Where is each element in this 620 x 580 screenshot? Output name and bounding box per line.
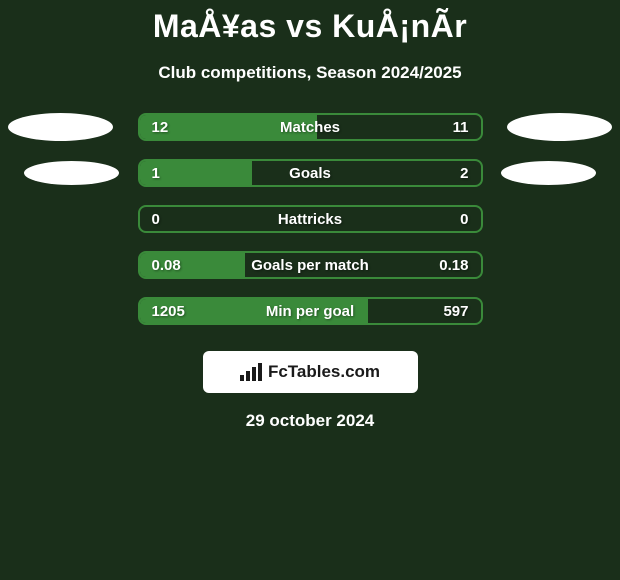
stat-right-goals: 2 xyxy=(460,165,468,182)
logo-content: FcTables.com xyxy=(240,362,380,382)
stat-row-goals: 1 Goals 2 xyxy=(0,159,620,187)
stat-left-goals: 1 xyxy=(152,165,160,182)
ellipse-right-matches xyxy=(507,113,612,141)
stat-label-mpg: Min per goal xyxy=(266,303,354,320)
stat-bar-goals: 1 Goals 2 xyxy=(138,159,483,187)
stat-right-gpm: 0.18 xyxy=(439,257,468,274)
date-text: 29 october 2024 xyxy=(246,411,375,431)
stat-row-mpg: 1205 Min per goal 597 xyxy=(0,297,620,325)
stat-bar-matches: 12 Matches 11 xyxy=(138,113,483,141)
ellipse-right-goals xyxy=(501,161,596,185)
stat-left-matches: 12 xyxy=(152,119,169,136)
stat-right-matches: 11 xyxy=(453,119,469,136)
stat-left-mpg: 1205 xyxy=(152,303,185,320)
stat-right-mpg: 597 xyxy=(443,303,468,320)
stat-right-hattricks: 0 xyxy=(460,211,468,228)
stat-label-gpm: Goals per match xyxy=(251,257,369,274)
ellipse-left-matches xyxy=(8,113,113,141)
ellipse-left-goals xyxy=(24,161,119,185)
stat-label-matches: Matches xyxy=(280,119,340,136)
stat-row-gpm: 0.08 Goals per match 0.18 xyxy=(0,251,620,279)
stat-row-matches: 12 Matches 11 xyxy=(0,113,620,141)
main-container: MaÅ¥as vs KuÅ¡nÃ­r Club competitions, Se… xyxy=(0,8,620,431)
logo-box[interactable]: FcTables.com xyxy=(203,351,418,393)
subtitle: Club competitions, Season 2024/2025 xyxy=(158,63,461,83)
logo-text: FcTables.com xyxy=(268,362,380,382)
stat-row-hattricks: 0 Hattricks 0 xyxy=(0,205,620,233)
stat-label-goals: Goals xyxy=(289,165,331,182)
stat-label-hattricks: Hattricks xyxy=(278,211,342,228)
stat-bar-hattricks: 0 Hattricks 0 xyxy=(138,205,483,233)
stat-bar-gpm: 0.08 Goals per match 0.18 xyxy=(138,251,483,279)
page-title: MaÅ¥as vs KuÅ¡nÃ­r xyxy=(153,8,467,45)
stat-bar-mpg: 1205 Min per goal 597 xyxy=(138,297,483,325)
chart-icon xyxy=(240,363,262,381)
stat-left-gpm: 0.08 xyxy=(152,257,181,274)
stat-left-hattricks: 0 xyxy=(152,211,160,228)
